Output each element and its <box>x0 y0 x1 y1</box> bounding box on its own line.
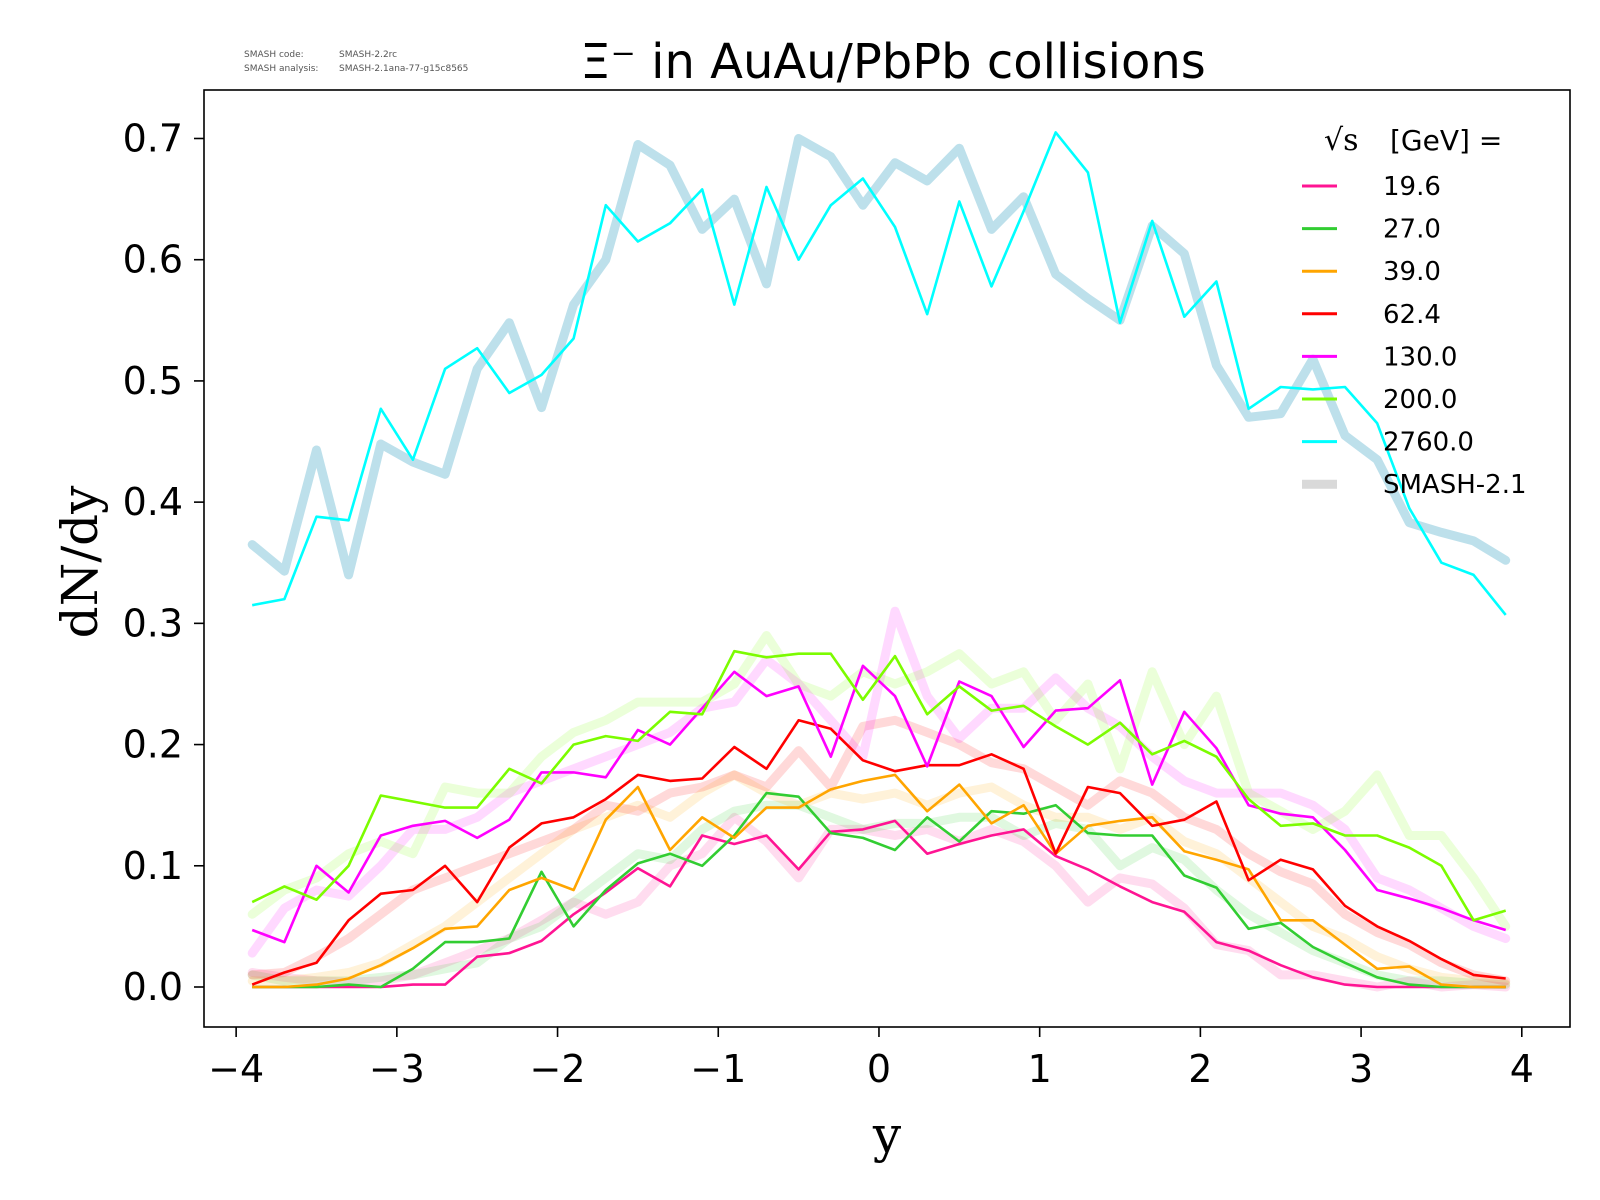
version-code-value: SMASH-2.2rc <box>339 50 397 60</box>
x-tick-label: −2 <box>530 1047 586 1091</box>
series-line-62.4 <box>251 718 1506 986</box>
legend-label-19.6: 19.6 <box>1383 172 1441 202</box>
series-line-27.0 <box>252 791 1506 989</box>
legend-label-200.0: 200.0 <box>1383 385 1457 415</box>
legend-label-27.0: 27.0 <box>1383 215 1441 245</box>
series-lines <box>251 131 1507 989</box>
legend-label-62.4: 62.4 <box>1383 300 1441 330</box>
y-axis-label: dN/dy <box>51 485 109 639</box>
y-tick-label: 0.6 <box>123 238 183 282</box>
reference-line-39.0 <box>247 770 1511 988</box>
x-axis-label: y <box>872 1106 902 1164</box>
x-tick-label: 4 <box>1510 1047 1534 1091</box>
plot-frame <box>203 89 1571 1028</box>
x-tick-label: 0 <box>867 1047 891 1091</box>
legend-label-2760.0: 2760.0 <box>1383 428 1474 458</box>
series-line-39.0 <box>252 773 1506 989</box>
x-tick-label: −3 <box>369 1047 425 1091</box>
x-axis: −4 −3 −2 −1 0 1 2 3 4 <box>208 1027 1534 1091</box>
chart-title: Ξ⁻ in AuAu/PbPb collisions <box>580 34 1206 90</box>
legend-label-SMASH-2.1: SMASH-2.1 <box>1383 470 1527 500</box>
reference-line-19.6 <box>247 812 1511 992</box>
y-tick-label: 0.7 <box>123 116 183 160</box>
version-analysis-label: SMASH analysis: <box>244 64 318 74</box>
reference-lines <box>247 134 1511 992</box>
reference-line-62.4 <box>247 715 1511 986</box>
y-tick-label: 0.2 <box>123 723 183 767</box>
series-line-2760.0 <box>251 131 1507 616</box>
x-tick-label: 3 <box>1349 1047 1373 1091</box>
x-tick-label: 2 <box>1188 1047 1212 1091</box>
y-tick-label: 0.0 <box>123 965 183 1009</box>
legend-items: 19.6 27.0 39.0 62.4 130.0 200.0 2760.0 SMASH-2.… <box>1302 172 1527 500</box>
version-analysis-value: SMASH-2.1ana-77-g15c8565 <box>339 64 468 74</box>
version-code-label: SMASH code: <box>244 50 304 60</box>
version-info: SMASH code: SMASH-2.2rc SMASH analysis: … <box>244 50 468 74</box>
y-tick-label: 0.1 <box>123 844 183 888</box>
x-tick-label: −4 <box>208 1047 264 1091</box>
y-axis: 0.0 0.1 0.2 0.3 0.4 0.5 0.6 0.7 <box>123 116 204 1009</box>
series-line-200.0 <box>251 649 1507 922</box>
x-tick-label: −1 <box>690 1047 746 1091</box>
reference-line-130.0 <box>247 606 1511 958</box>
legend-label-39.0: 39.0 <box>1383 257 1441 287</box>
legend-label-130.0: 130.0 <box>1383 342 1457 372</box>
y-tick-label: 0.4 <box>123 480 183 524</box>
y-tick-label: 0.3 <box>123 601 183 645</box>
y-tick-label: 0.5 <box>123 359 183 403</box>
reference-line-2760.0 <box>247 134 1511 580</box>
series-line-19.6 <box>252 819 1506 989</box>
legend-title-unit: [GeV] = <box>1390 124 1502 157</box>
legend-title-sqrt: √s <box>1324 123 1359 158</box>
x-tick-label: 1 <box>1028 1047 1052 1091</box>
legend: √s [GeV] = 19.6 27.0 39.0 62.4 130.0 200.0 276… <box>1302 123 1527 500</box>
series-line-130.0 <box>251 664 1507 944</box>
